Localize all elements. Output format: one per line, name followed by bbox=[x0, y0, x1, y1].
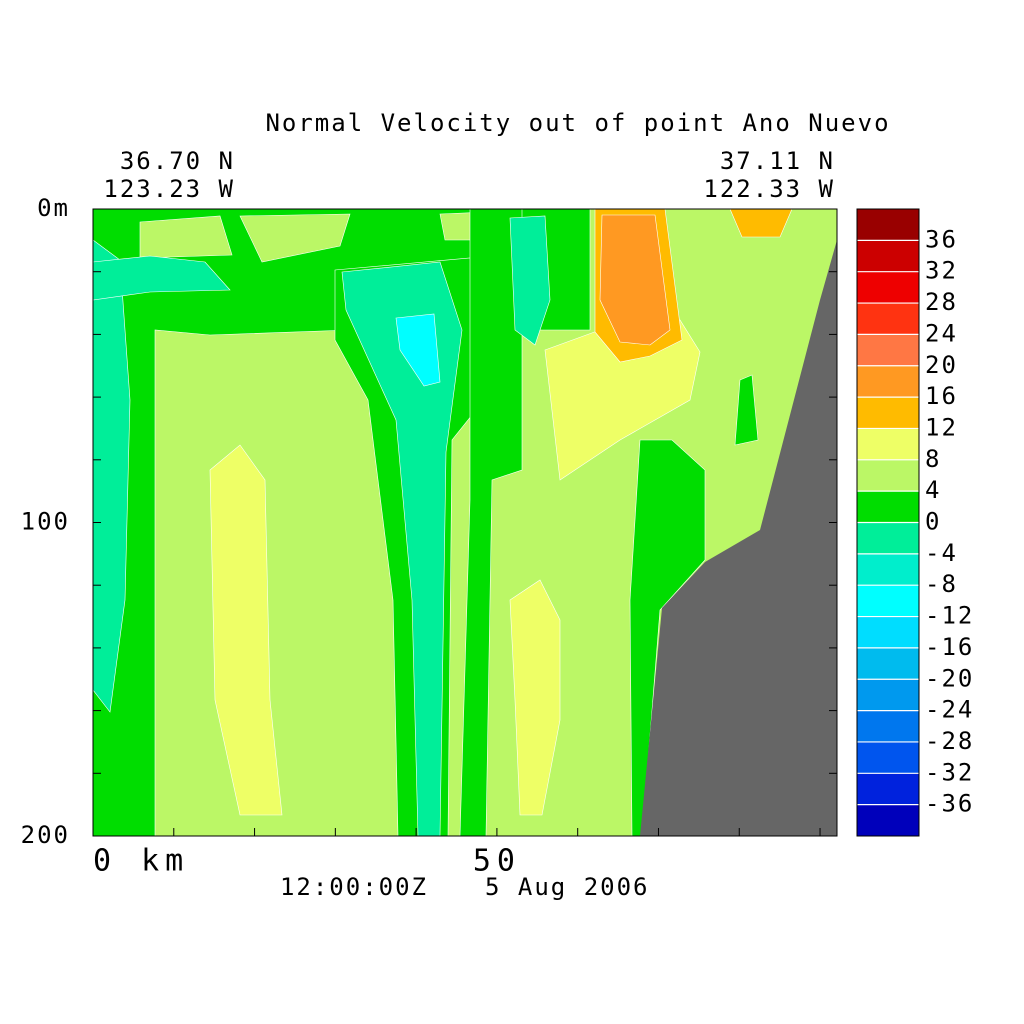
colorbar-swatch bbox=[857, 240, 919, 272]
y-tick-label: 0m bbox=[37, 194, 70, 222]
y-tick-label: 200 bbox=[21, 821, 70, 849]
colorbar-label: 28 bbox=[925, 288, 958, 316]
colorbar-swatch bbox=[857, 428, 919, 460]
colorbar-label: -28 bbox=[925, 727, 974, 755]
contour-region bbox=[395, 313, 441, 387]
colorbar-swatch bbox=[857, 491, 919, 523]
colorbar-frame bbox=[856, 208, 920, 837]
colorbar-label: 8 bbox=[925, 445, 941, 473]
contour-region bbox=[139, 215, 233, 259]
end-lat: 37.11 N bbox=[720, 147, 835, 175]
contour-region bbox=[629, 439, 706, 837]
colorbar bbox=[857, 209, 919, 836]
end-lon: 122.33 W bbox=[703, 175, 835, 203]
contour-field bbox=[92, 208, 838, 837]
time-label: 12:00:00Z bbox=[280, 873, 428, 901]
colorbar-swatch bbox=[857, 804, 919, 836]
colorbar-label: -12 bbox=[925, 602, 974, 630]
contour-region bbox=[599, 214, 671, 346]
colorbar-label: -4 bbox=[925, 539, 958, 567]
colorbar-swatch bbox=[857, 585, 919, 617]
colorbar-swatch bbox=[857, 209, 919, 241]
colorbar-label: 24 bbox=[925, 319, 958, 347]
colorbar-swatch bbox=[857, 553, 919, 586]
colorbar-swatch bbox=[857, 365, 919, 398]
contour-region bbox=[734, 374, 759, 446]
start-lat: 36.70 N bbox=[120, 147, 235, 175]
colorbar-label: -36 bbox=[925, 790, 974, 818]
colorbar-label: 0 bbox=[925, 508, 941, 536]
colorbar-swatch bbox=[857, 397, 919, 429]
colorbar-label: -8 bbox=[925, 570, 958, 598]
colorbar-label: 16 bbox=[925, 382, 958, 410]
colorbar-swatch bbox=[857, 679, 919, 711]
x-tick-label: 0 km bbox=[93, 844, 189, 879]
colorbar-swatch bbox=[857, 522, 919, 554]
chart-title: Normal Velocity out of point Ano Nuevo bbox=[265, 109, 890, 137]
colorbar-swatch bbox=[857, 616, 919, 648]
land-mask bbox=[640, 240, 837, 836]
colorbar-label: -24 bbox=[925, 696, 974, 724]
colorbar-swatch bbox=[857, 459, 919, 492]
start-lon: 123.23 W bbox=[103, 175, 235, 203]
colorbar-swatch bbox=[857, 773, 919, 805]
colorbar-label: -32 bbox=[925, 758, 974, 786]
contour-region bbox=[509, 579, 561, 816]
date-label: 5 Aug 2006 bbox=[485, 873, 650, 901]
x-tick-label: 50 bbox=[473, 844, 521, 879]
colorbar-swatch bbox=[857, 741, 919, 774]
contour-region bbox=[509, 215, 551, 346]
contour-region bbox=[239, 213, 351, 263]
contour-region bbox=[209, 444, 283, 816]
colorbar-label: -20 bbox=[925, 664, 974, 692]
colorbar-label: 36 bbox=[925, 225, 958, 253]
colorbar-swatch bbox=[857, 647, 919, 680]
colorbar-swatch bbox=[857, 334, 919, 366]
colorbar-label: 20 bbox=[925, 351, 958, 379]
colorbar-swatch bbox=[857, 710, 919, 742]
y-tick-label: 100 bbox=[21, 508, 70, 536]
colorbar-swatch bbox=[857, 271, 919, 304]
colorbar-label: 32 bbox=[925, 257, 958, 285]
colorbar-label: -16 bbox=[925, 633, 974, 661]
colorbar-label: 4 bbox=[925, 476, 941, 504]
colorbar-label: 12 bbox=[925, 413, 958, 441]
colorbar-swatch bbox=[857, 303, 919, 335]
